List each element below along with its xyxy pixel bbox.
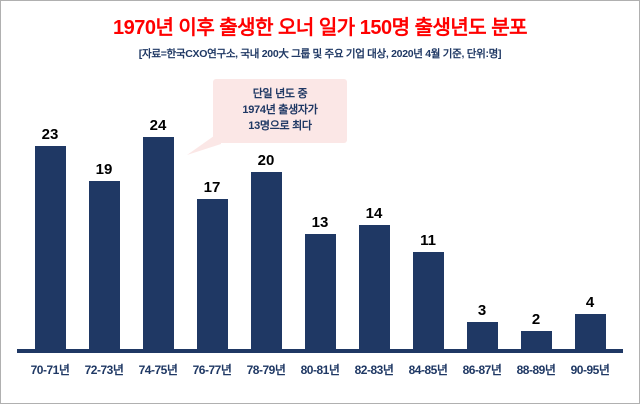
x-axis-label: 70-71년 <box>30 363 70 377</box>
bar-column: 19 <box>77 59 131 349</box>
bar-chart: 23 19 24 17 20 13 14 11 3 2 4 70-71년 72-73년 74-75년 76… <box>17 59 623 395</box>
bar-value-label: 23 <box>41 126 59 143</box>
bar <box>466 322 498 349</box>
bar-column: 20 <box>239 59 293 349</box>
x-axis-label: 84-85년 <box>408 363 448 377</box>
bar-value-label: 11 <box>420 232 436 249</box>
x-axis-label: 76-77년 <box>192 363 232 377</box>
bar <box>520 331 552 349</box>
bar <box>142 137 174 349</box>
bar-value-label: 3 <box>477 302 487 319</box>
callout-tail-icon <box>187 130 221 155</box>
x-axis-label: 82-83년 <box>354 363 394 377</box>
bar-column: 3 <box>455 59 509 349</box>
x-axis-label: 74-75년 <box>138 363 178 377</box>
bar <box>304 234 336 349</box>
annotation-line-3: 13명으로 최다 <box>248 119 312 132</box>
bar-value-label: 19 <box>95 161 113 178</box>
bar <box>358 225 390 349</box>
bar-value-label: 4 <box>585 294 595 311</box>
bar-value-label: 14 <box>365 205 383 222</box>
bar <box>250 172 282 349</box>
chart-title: 1970년 이후 출생한 오너 일가 150명 출생년도 분포 <box>112 17 528 39</box>
bar-column: 14 <box>347 59 401 349</box>
x-axis-label: 78-79년 <box>246 363 286 377</box>
bar-column: 11 <box>401 59 455 349</box>
bar-column: 17 <box>185 59 239 349</box>
annotation-line-1: 단일 년도 중 <box>252 88 308 100</box>
bar-value-label: 20 <box>257 152 275 169</box>
chart-subtitle: [자료=한국CXO연구소, 국내 200大 그룹 및 주요 기업 대상, 202… <box>138 48 502 60</box>
bar-value-label: 13 <box>311 214 329 231</box>
bar-value-label: 24 <box>149 117 167 134</box>
bar <box>88 181 120 349</box>
x-axis-label: 86-87년 <box>462 363 502 377</box>
x-axis: 70-71년 72-73년 74-75년 76-77년 78-79년 80-81년 82-8… <box>17 361 623 378</box>
annotation-callout: 단일 년도 중 1974년 출생자가 13명으로 최다 <box>187 79 347 155</box>
bar <box>196 199 228 349</box>
bar-value-label: 17 <box>203 179 221 196</box>
bar-column: 24 <box>131 59 185 349</box>
annotation-line-2: 1974년 출생자가 <box>242 103 318 116</box>
bar <box>574 314 606 349</box>
x-axis-label: 72-73년 <box>84 363 124 377</box>
bar-column: 4 <box>563 59 617 349</box>
bar-column: 2 <box>509 59 563 349</box>
bar-column: 23 <box>23 59 77 349</box>
x-axis-label: 90-95년 <box>570 363 610 377</box>
bar-column: 13 <box>293 59 347 349</box>
bar <box>34 146 66 349</box>
plot-area: 23 19 24 17 20 13 14 11 3 2 4 <box>17 59 623 353</box>
bar <box>412 252 444 349</box>
bar-value-label: 2 <box>531 311 541 328</box>
x-axis-label: 88-89년 <box>516 363 556 377</box>
x-axis-label: 80-81년 <box>300 363 340 377</box>
